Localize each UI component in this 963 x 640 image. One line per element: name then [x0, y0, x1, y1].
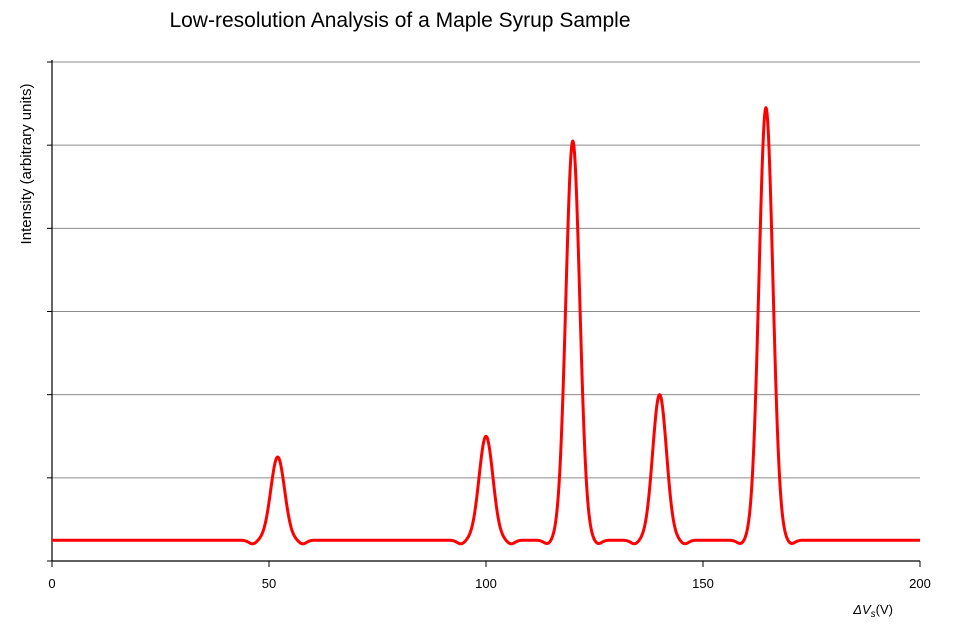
y-axis-label: Intensity (arbitrary units) — [18, 84, 35, 245]
x-tick-label-50: 50 — [262, 576, 276, 591]
x-tick-label-200: 200 — [909, 576, 931, 591]
x-tick-label-100: 100 — [475, 576, 497, 591]
x-axis-ticks: 0 50 100 150 200 — [48, 561, 931, 591]
chart-title: Low-resolution Analysis of a Maple Syrup… — [169, 9, 630, 32]
x-axis-label-unit: (V) — [876, 602, 893, 617]
x-tick-label-150: 150 — [692, 576, 714, 591]
x-tick-label-0: 0 — [48, 576, 55, 591]
x-axis-label: ΔVs(V) — [852, 602, 893, 620]
series-line — [50, 106, 922, 546]
gridlines — [52, 61, 920, 479]
x-axis-label-subscript: s — [871, 609, 876, 620]
y-axis-ticks — [47, 61, 52, 562]
x-axis-label-symbol: ΔV — [852, 602, 872, 617]
